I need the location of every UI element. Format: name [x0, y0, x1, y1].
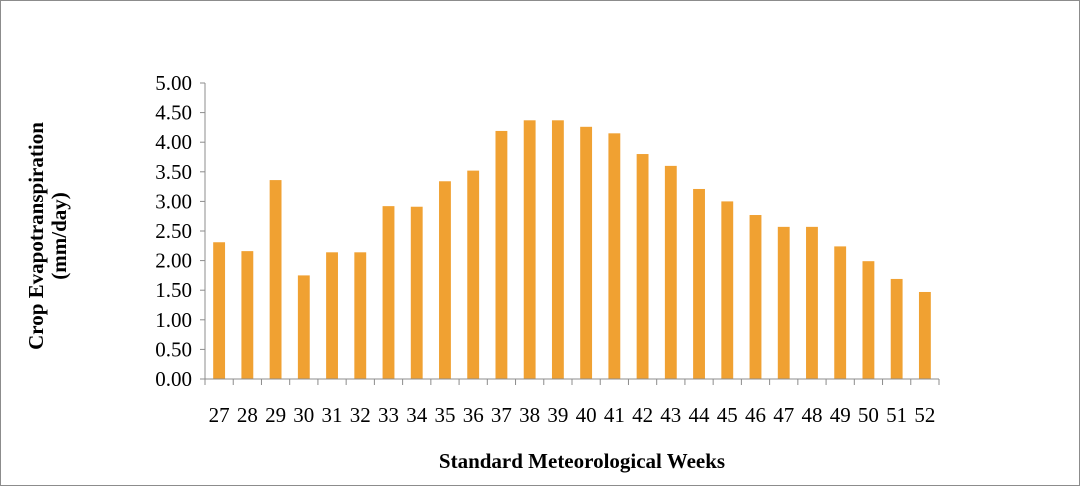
y-tick-label: 3.50	[155, 160, 192, 184]
x-tick-label: 30	[293, 403, 314, 427]
x-tick-label: 46	[745, 403, 766, 427]
y-tick-label: 3.00	[155, 189, 192, 213]
bar-week-48	[806, 226, 818, 379]
bar-week-40	[580, 126, 593, 379]
x-tick-label: 51	[886, 403, 907, 427]
bar-week-39	[551, 120, 564, 380]
bar-week-38	[523, 120, 536, 380]
x-tick-label: 44	[689, 403, 711, 427]
bar-week-46	[749, 215, 762, 379]
bar-week-51	[890, 278, 903, 379]
y-tick-label: 1.00	[155, 308, 192, 332]
y-tick-label: 1.50	[155, 278, 192, 302]
x-tick-label: 37	[491, 403, 512, 427]
x-axis-title: Standard Meteorological Weeks	[439, 449, 725, 473]
x-tick-label: 28	[237, 403, 258, 427]
x-tick-label: 47	[773, 403, 794, 427]
x-tick-label: 35	[434, 403, 455, 427]
y-axis-title-line1: Crop Evapotranspiration	[24, 122, 48, 350]
x-tick-label: 39	[547, 403, 568, 427]
bar-week-37	[495, 130, 508, 379]
bar-week-29	[269, 180, 282, 379]
bar-week-31	[326, 252, 338, 379]
bar-week-45	[721, 201, 734, 379]
bar-week-28	[241, 251, 254, 379]
y-tick-label: 4.00	[155, 130, 192, 154]
x-tick-label: 40	[576, 403, 597, 427]
bar-week-47	[777, 226, 790, 379]
x-tick-label: 33	[378, 403, 399, 427]
bar-week-33	[382, 206, 395, 379]
bar-week-50	[862, 261, 875, 379]
bars	[213, 120, 931, 380]
x-tick-label: 49	[830, 403, 851, 427]
bar-week-42	[636, 154, 649, 379]
x-tick-label: 36	[463, 403, 484, 427]
x-axis-ticks: 27 28 29 30 31 32 33 34 35 36 37 38 39 40 41 42 43 44 45 46…	[209, 403, 936, 427]
axes	[200, 82, 940, 385]
bar-week-35	[439, 181, 451, 379]
bar-week-30	[297, 275, 310, 379]
bar-week-43	[664, 165, 677, 379]
x-tick-label: 43	[660, 403, 681, 427]
x-tick-label: 32	[350, 403, 371, 427]
bar-week-36	[467, 170, 480, 379]
x-tick-label: 48	[801, 403, 822, 427]
x-tick-label: 27	[209, 403, 230, 427]
x-tick-label: 31	[322, 403, 343, 427]
y-tick-label: 2.00	[155, 249, 192, 273]
bar-week-34	[410, 206, 423, 379]
x-tick-label: 50	[858, 403, 879, 427]
y-tick-label: 5.00	[155, 71, 192, 95]
x-tick-label: 41	[604, 403, 625, 427]
x-tick-label: 42	[632, 403, 653, 427]
y-axis-title-line2: (mm/day)	[47, 192, 71, 280]
x-tick-label: 34	[406, 403, 428, 427]
y-tick-label: 4.50	[155, 101, 192, 125]
bar-week-49	[834, 246, 847, 379]
bar-week-44	[693, 188, 705, 379]
x-tick-label: 29	[265, 403, 286, 427]
y-tick-label: 0.00	[155, 367, 192, 391]
bar-week-41	[608, 133, 621, 379]
y-axis-title: Crop Evapotranspiration (mm/day)	[24, 122, 71, 350]
y-axis-ticks: 0.00 0.50 1.00 1.50 2.00 2.50 3.00 3.50 4.00 4.50…	[155, 71, 192, 391]
y-tick-label: 2.50	[155, 219, 192, 243]
x-tick-label: 38	[519, 403, 540, 427]
bar-week-27	[213, 242, 226, 379]
y-tick-label: 0.50	[155, 337, 192, 361]
bar-week-52	[918, 291, 931, 379]
x-tick-label: 45	[717, 403, 738, 427]
x-tick-label: 52	[914, 403, 935, 427]
bar-week-32	[354, 252, 367, 379]
